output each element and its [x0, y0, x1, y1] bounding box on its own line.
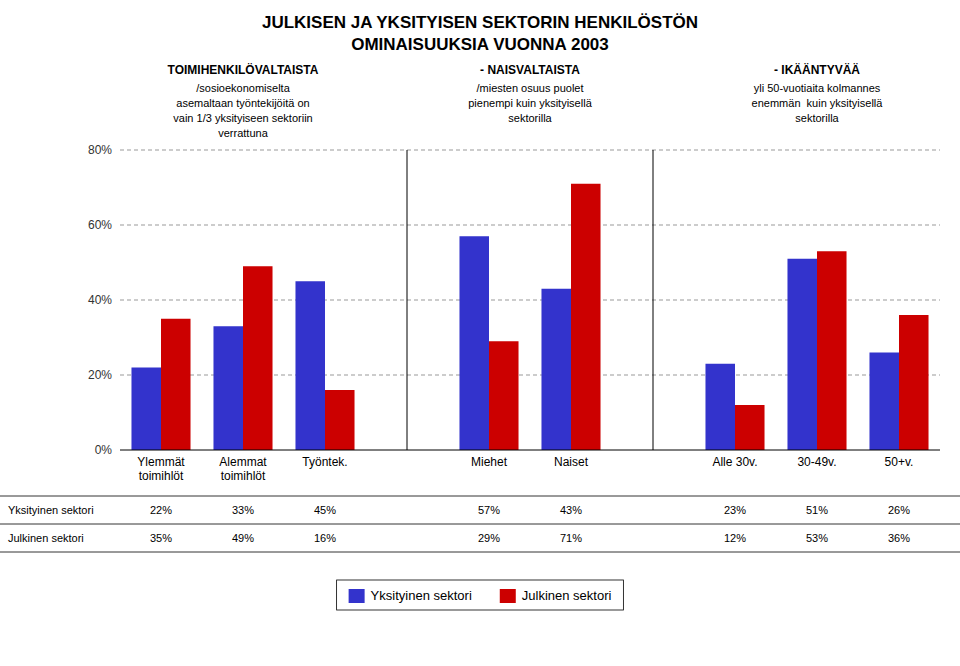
table-row-label: Julkinen sektori — [8, 532, 84, 544]
table-rule — [0, 496, 960, 497]
table-row-label: Yksityinen sektori — [8, 504, 94, 516]
grid-line — [120, 150, 940, 151]
group-separator — [407, 150, 408, 450]
bar — [817, 251, 847, 450]
y-tick-label: 0% — [95, 443, 113, 457]
data-label: 12% — [724, 532, 746, 544]
data-label: 49% — [232, 532, 254, 544]
data-label: 33% — [232, 504, 254, 516]
data-label: 23% — [724, 504, 746, 516]
bar — [243, 266, 273, 450]
bars — [131, 184, 928, 450]
table-rule — [0, 524, 960, 525]
x-tick-label: Työntek. — [302, 455, 347, 469]
group-separator — [653, 150, 654, 450]
data-label: 43% — [560, 504, 582, 516]
group-header: - IKÄÄNTYVÄÄ — [774, 62, 860, 77]
bar — [131, 368, 161, 451]
group-text: yli 50-vuotiaita kolmannesenemmän kuin y… — [752, 82, 884, 124]
x-tick-label: 30-49v. — [797, 455, 836, 469]
subtitle: OMINAISUUKSIA VUONNA 2003 — [351, 35, 609, 54]
legend: Yksityinen sektori Julkinen sektori — [337, 580, 624, 610]
x-tick-label: Ylemmättoimihlöt — [137, 455, 185, 483]
data-label: 45% — [314, 504, 336, 516]
data-label: 53% — [806, 532, 828, 544]
title: JULKISEN JA YKSITYISEN SEKTORIN HENKILÖS… — [262, 13, 698, 32]
x-axis-line — [120, 450, 940, 451]
data-label: 16% — [314, 532, 336, 544]
group-text: /miesten osuus puoletpienempi kuin yksit… — [468, 82, 592, 124]
bar — [489, 341, 519, 450]
group-header: - NAISVALTAISTA — [480, 63, 580, 77]
y-tick-label: 80% — [88, 143, 112, 157]
bar — [787, 259, 817, 450]
bar — [735, 405, 765, 450]
x-tick-label: Naiset — [554, 455, 589, 469]
y-tick-label: 60% — [88, 218, 112, 232]
bar — [213, 326, 243, 450]
bar — [705, 364, 735, 450]
data-label: 22% — [150, 504, 172, 516]
table-rule — [0, 552, 960, 553]
group-header: TOIMIHENKILÖVALTAISTA — [168, 62, 319, 77]
y-tick-label: 40% — [88, 293, 112, 307]
x-tick-label: Alemmattoimihlöt — [219, 455, 267, 483]
bar — [161, 319, 191, 450]
bar — [295, 281, 325, 450]
legend-frame — [337, 580, 624, 610]
bar — [541, 289, 571, 450]
bar — [325, 390, 355, 450]
group-text: /sosioekonomiseltaasemaltaan työntekijöi… — [173, 82, 312, 139]
legend-swatch — [349, 589, 365, 603]
data-label: 29% — [478, 532, 500, 544]
data-table: Yksityinen sektori 22% 33% 45% 57% 43% 23% 51% 2… — [0, 496, 960, 552]
data-label: 35% — [150, 532, 172, 544]
data-label: 36% — [888, 532, 910, 544]
data-label: 26% — [888, 504, 910, 516]
bar — [571, 184, 601, 450]
grid-line — [120, 225, 940, 226]
data-label: 71% — [560, 532, 582, 544]
background — [0, 0, 960, 666]
x-tick-label: Miehet — [471, 455, 508, 469]
bar — [459, 236, 489, 450]
bar — [869, 353, 899, 451]
data-label: 51% — [806, 504, 828, 516]
legend-label: Julkinen sektori — [522, 588, 612, 603]
legend-swatch — [500, 589, 516, 603]
chart: JULKISEN JA YKSITYISEN SEKTORIN HENKILÖS… — [0, 0, 960, 666]
legend-label: Yksityinen sektori — [371, 588, 472, 603]
data-label: 57% — [478, 504, 500, 516]
x-tick-label: Alle 30v. — [712, 455, 757, 469]
y-tick-label: 20% — [88, 368, 112, 382]
x-tick-label: 50+v. — [885, 455, 914, 469]
bar — [899, 315, 929, 450]
